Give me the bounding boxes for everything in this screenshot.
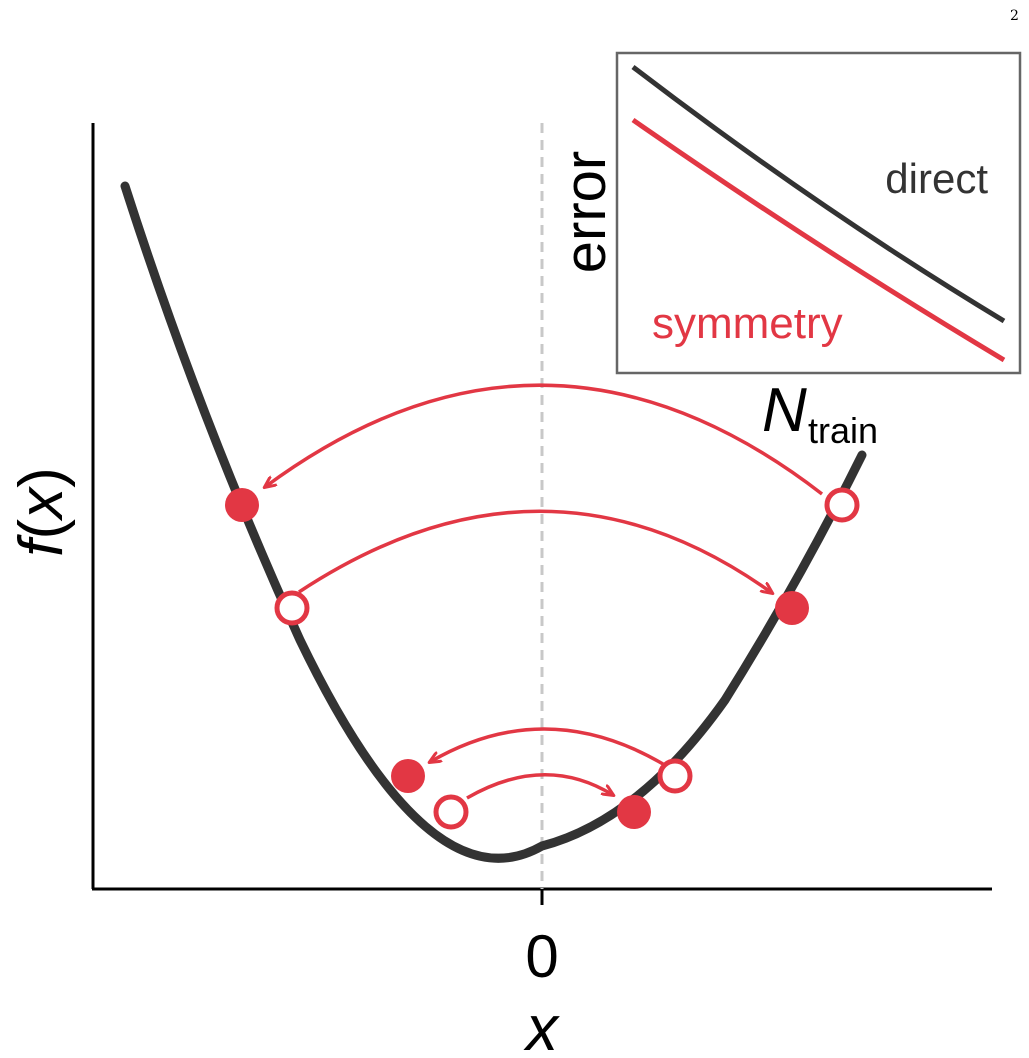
training-point xyxy=(617,795,651,829)
arrow-outer-top xyxy=(265,383,824,496)
symmetric-point xyxy=(433,794,469,830)
arrow-outer-bottom xyxy=(298,509,772,593)
training-point xyxy=(225,488,259,522)
inset-x-label: N xyxy=(762,376,807,445)
inset-direct-label: direct xyxy=(885,155,988,202)
symmetric-point xyxy=(274,590,310,626)
inset-panel: direct symmetry xyxy=(615,51,1022,375)
inset-symmetry-label: symmetry xyxy=(652,299,843,348)
training-point xyxy=(391,759,425,793)
y-axis-label: f(x) xyxy=(7,467,76,557)
x-tick-label: 0 xyxy=(525,923,558,990)
page-number: 2 xyxy=(1010,8,1019,24)
arrow-inner-bottom xyxy=(466,773,613,800)
potential-curve xyxy=(120,181,867,863)
symmetric-point xyxy=(824,487,860,523)
inset-x-label-subscript: train xyxy=(808,410,878,451)
arrow-inner-top xyxy=(430,727,664,766)
inset-y-label: error xyxy=(553,151,618,273)
symmetric-point xyxy=(657,758,693,794)
x-axis-label: x xyxy=(523,992,560,1058)
inset-symmetry-line xyxy=(631,117,1006,363)
inset-direct-line xyxy=(631,65,1006,324)
training-point xyxy=(775,591,809,625)
